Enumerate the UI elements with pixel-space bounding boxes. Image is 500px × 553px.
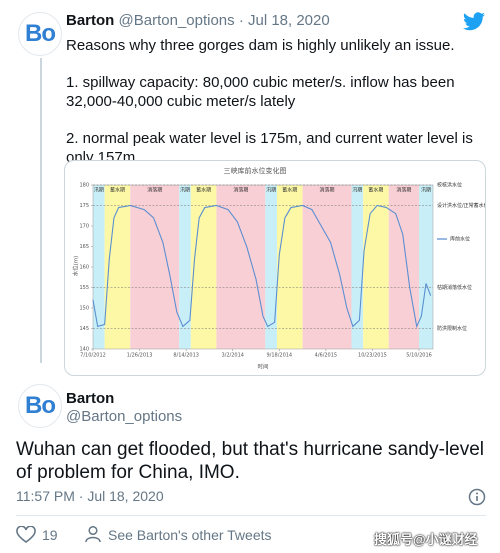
reference-label: 设计洪水位/正常蓄水位: [437, 202, 486, 209]
season-label: 汛期: [94, 187, 104, 194]
x-tick-label: 4/6/2015: [315, 353, 337, 359]
tweet-body: Reasons why three gorges dam is highly u…: [66, 36, 480, 185]
x-tick-label: 3/2/2014: [221, 353, 243, 359]
y-tick-label: 160: [79, 265, 89, 271]
like-count: 19: [42, 527, 58, 543]
head: [88, 525, 98, 536]
like-icon[interactable]: [16, 526, 36, 544]
season-label: 蓄水期: [282, 187, 297, 194]
season-band: [276, 185, 303, 349]
x-tick-label: 10/23/2015: [358, 353, 387, 359]
avatar[interactable]: Bo: [18, 384, 62, 428]
x-tick-label: 9/18/2014: [266, 353, 292, 359]
y-axis-label: 水位(m): [72, 256, 80, 277]
paragraph: 1. spillway capacity: 80,000 cubic meter…: [66, 74, 455, 110]
season-band: [179, 185, 191, 349]
season-label: 蓄水期: [110, 187, 125, 194]
info-circle: [468, 488, 486, 506]
season-label: 消落期: [320, 187, 335, 194]
profile-icon[interactable]: [84, 525, 102, 543]
info-dot: [476, 492, 478, 495]
y-tick-label: 140: [79, 347, 89, 353]
season-label: 汛期: [352, 187, 362, 194]
author-meta: @Barton_options · Jul 18, 2020: [118, 12, 330, 29]
series-line: [92, 204, 432, 329]
x-tick-label: 5/10/2016: [406, 353, 432, 359]
timestamp[interactable]: 11:57 PM · Jul 18, 2020: [16, 488, 164, 504]
season-band: [351, 185, 364, 349]
y-tick-label: 180: [79, 183, 89, 189]
x-tick-label: 8/14/2013: [173, 353, 199, 359]
reference-label: 校核洪水位: [437, 182, 462, 189]
y-tick-label: 165: [79, 244, 89, 250]
tweet-header: Barton @Barton_options · Jul 18, 2020: [66, 12, 330, 29]
author-handle[interactable]: @Barton_options: [66, 408, 183, 425]
avatar[interactable]: Bo: [18, 12, 62, 56]
x-axis-label: 时间: [257, 363, 268, 371]
season-label: 汛期: [266, 187, 276, 194]
legend-label: 库前水位: [450, 236, 470, 243]
other-tweets-link[interactable]: See Barton's other Tweets: [108, 527, 272, 543]
twitter-logo[interactable]: [462, 12, 486, 32]
chart-title: 三峡库前水位变化图: [224, 166, 287, 175]
season-label: 蓄水期: [368, 187, 383, 194]
heart: [16, 526, 36, 543]
watermark: 搜狐号@小谜财经: [374, 532, 478, 547]
season-band: [190, 185, 217, 349]
season-band: [265, 185, 277, 349]
reference-label: 防洪限制水位: [437, 325, 467, 332]
season-band: [130, 185, 180, 349]
season-label: 消落期: [396, 187, 411, 194]
season-label: 汛期: [180, 187, 190, 194]
y-tick-label: 155: [79, 285, 89, 291]
author-name[interactable]: Barton: [66, 12, 115, 29]
y-tick-label: 150: [79, 306, 89, 312]
y-tick-label: 145: [79, 326, 89, 332]
season-label: 汛期: [421, 187, 431, 194]
x-tick-label: 1/26/2013: [127, 353, 153, 359]
season-band: [363, 185, 389, 349]
season-band: [388, 185, 420, 349]
info-icon[interactable]: [468, 488, 486, 506]
x-tick-label: 7/10/2012: [80, 353, 106, 359]
season-band: [419, 185, 433, 349]
shoulders: [85, 536, 101, 543]
paragraph: Reasons why three gorges dam is highly u…: [66, 37, 455, 54]
bird: [463, 12, 485, 31]
author-name[interactable]: Barton: [66, 390, 115, 407]
season-label: 消落期: [233, 187, 248, 194]
season-band: [93, 185, 105, 349]
y-tick-label: 170: [79, 224, 89, 230]
reply-text: Wuhan can get flooded, but that's hurric…: [16, 439, 485, 483]
season-band: [302, 185, 352, 349]
season-label: 消落期: [147, 187, 162, 194]
reference-label: 枯期消落低水位: [437, 284, 472, 291]
info-stem: [476, 496, 478, 501]
chart-image[interactable]: 三峡库前水位变化图 时间 水位(m) 汛期 蓄水期 消落期 汛期 蓄水期 消落期 汛期 蓄水期…: [64, 160, 486, 376]
divider: [16, 515, 486, 516]
thread-line: [40, 58, 42, 363]
season-label: 蓄水期: [196, 187, 211, 194]
y-tick-label: 175: [79, 203, 89, 209]
season-band: [216, 185, 266, 349]
